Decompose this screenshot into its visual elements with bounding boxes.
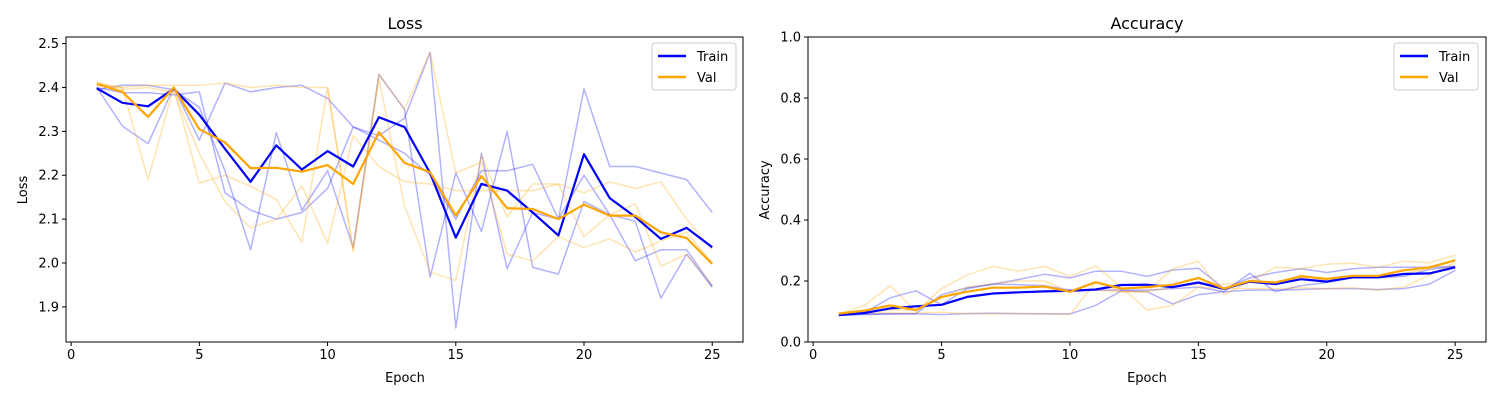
accuracy-ytick-label: 1.0 bbox=[780, 31, 801, 46]
loss-plot-area: 0 5 10 15 20 25 1.9 2.0 2.1 2.2 2.3 2.4 2.5 bbox=[38, 36, 744, 363]
accuracy-xtick-label: 25 bbox=[1447, 348, 1464, 363]
loss-panel: Loss Epoch Loss 0 5 10 15 20 25 1.9 2.0 2.1 2.2 2.… bbox=[16, 14, 744, 386]
accuracy-ylabel: Accuracy bbox=[758, 160, 773, 220]
loss-run-line-6 bbox=[96, 81, 713, 251]
loss-title: Loss bbox=[387, 14, 422, 33]
loss-ytick-label: 2.1 bbox=[38, 213, 59, 228]
loss-axes-frame bbox=[65, 36, 744, 343]
accuracy-run-line-5 bbox=[838, 254, 1456, 316]
accuracy-axes-frame bbox=[807, 36, 1487, 343]
loss-legend-val-label: Val bbox=[697, 71, 716, 86]
accuracy-xtick-label: 15 bbox=[1190, 348, 1207, 363]
loss-ytick-label: 2.5 bbox=[38, 37, 59, 52]
accuracy-ytick-label: 0.6 bbox=[780, 153, 801, 168]
loss-run-line-1 bbox=[96, 51, 713, 329]
accuracy-panel: Accuracy Epoch Accuracy 0 5 10 15 20 25 0.0 0.2… bbox=[758, 14, 1487, 386]
loss-ytick-label: 2.3 bbox=[38, 125, 59, 140]
accuracy-legend-train-label: Train bbox=[1438, 50, 1470, 65]
accuracy-xtick-label: 10 bbox=[1062, 348, 1079, 363]
accuracy-val-line bbox=[838, 259, 1456, 315]
accuracy-ytick-label: 0.0 bbox=[780, 336, 801, 351]
loss-xlabel: Epoch bbox=[385, 371, 425, 386]
loss-xtick-label: 15 bbox=[448, 348, 465, 363]
accuracy-ytick-label: 0.8 bbox=[780, 92, 801, 107]
loss-ytick-label: 2.4 bbox=[38, 81, 59, 96]
loss-ylabel: Loss bbox=[16, 176, 31, 205]
loss-xtick-label: 25 bbox=[704, 348, 721, 363]
loss-xtick-label: 10 bbox=[319, 348, 336, 363]
accuracy-xtick-label: 5 bbox=[937, 348, 945, 363]
accuracy-ytick-label: 0.4 bbox=[780, 214, 801, 229]
loss-ytick-label: 2.0 bbox=[38, 257, 59, 272]
accuracy-xlabel: Epoch bbox=[1127, 371, 1167, 386]
accuracy-run-line-3 bbox=[838, 269, 1456, 316]
loss-train-line bbox=[96, 87, 713, 249]
accuracy-xtick-label: 0 bbox=[809, 348, 817, 363]
accuracy-legend-val-label: Val bbox=[1439, 71, 1458, 86]
accuracy-ytick-label: 0.2 bbox=[780, 275, 801, 290]
accuracy-train-line bbox=[838, 266, 1456, 317]
loss-xtick-label: 5 bbox=[195, 348, 203, 363]
accuracy-title: Accuracy bbox=[1110, 14, 1183, 33]
accuracy-plot-area: 0 5 10 15 20 25 0.0 0.2 0.4 0.6 0.8 1.0 bbox=[780, 31, 1487, 363]
accuracy-run-line-4 bbox=[838, 262, 1456, 315]
loss-xtick-label: 0 bbox=[67, 348, 75, 363]
loss-val-line bbox=[96, 82, 713, 265]
loss-legend: Train Val bbox=[651, 42, 737, 91]
loss-legend-train-label: Train bbox=[696, 50, 728, 65]
loss-ytick-label: 1.9 bbox=[38, 300, 59, 315]
accuracy-legend: Train Val bbox=[1393, 42, 1479, 91]
loss-xtick-label: 20 bbox=[576, 348, 593, 363]
loss-run-line-5 bbox=[96, 51, 713, 264]
accuracy-xtick-label: 20 bbox=[1318, 348, 1335, 363]
loss-ytick-label: 2.2 bbox=[38, 169, 59, 184]
